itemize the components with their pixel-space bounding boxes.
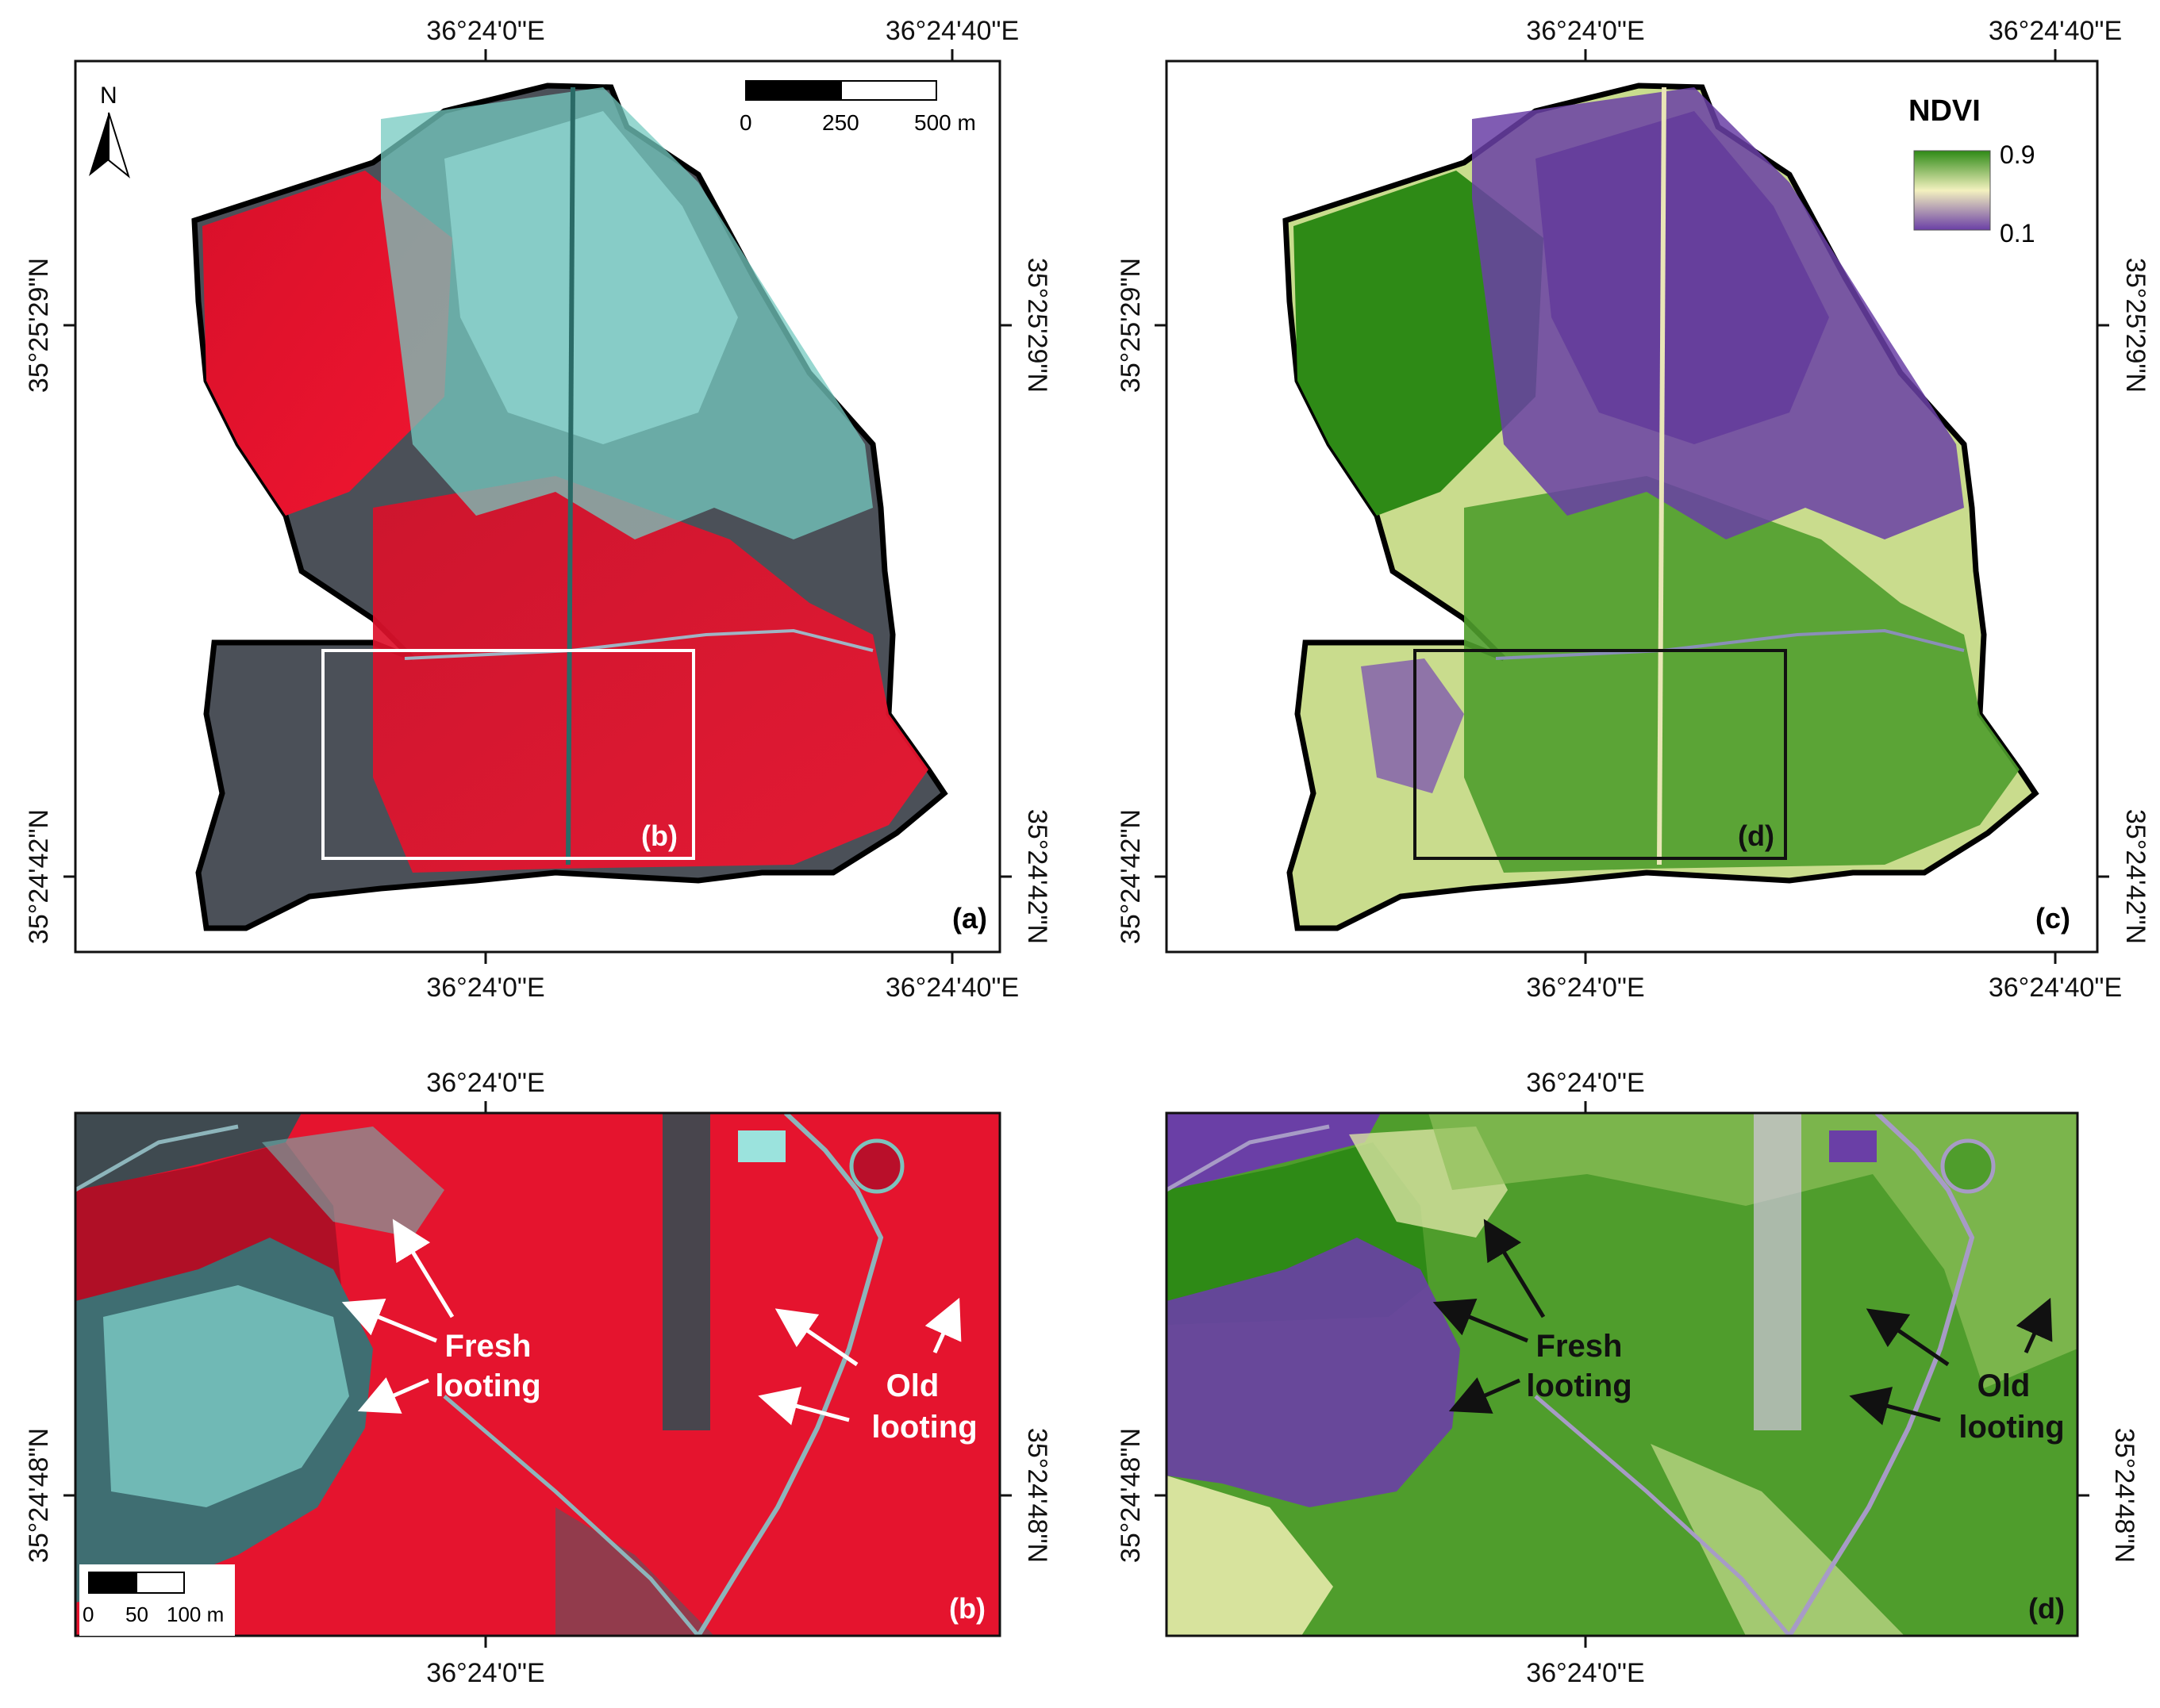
- north-label: N: [100, 83, 117, 109]
- d-right-tick-0: 35°24'48"N: [2109, 1428, 2139, 1563]
- old-label-d-line2: looting: [1958, 1410, 2064, 1445]
- b-right-tick-0: 35°24'48"N: [1022, 1428, 1052, 1563]
- red-fields-south: [373, 476, 928, 873]
- a-right-tick-0: 35°25'29"N: [1022, 258, 1052, 393]
- fresh-looting-annotation-b: Fresh looting: [341, 1219, 541, 1414]
- road-b: [696, 1113, 884, 1636]
- panel-b-frame: [74, 1111, 1001, 1637]
- tell-core-a: [444, 111, 738, 444]
- c-bottom-tick-1: 36°24'40"E: [1989, 973, 2122, 1003]
- road-a: [404, 628, 874, 660]
- inset-label-d: (d): [1738, 819, 1774, 852]
- b-left-tick-0: 35°24'48"N: [24, 1428, 54, 1563]
- panel-label-b: (b): [949, 1592, 986, 1625]
- fresh-looting-annotation-d: Fresh looting: [1432, 1219, 1632, 1414]
- fresh-label-d-line2: looting: [1526, 1368, 1632, 1403]
- panel-label-d: (d): [2028, 1592, 2065, 1625]
- inset-label-b: (b): [641, 819, 678, 852]
- fresh-label-b-line2: looting: [435, 1368, 540, 1403]
- a-top-tick-0: 36°24'0"E: [426, 16, 544, 46]
- north-arrow: N: [89, 83, 130, 178]
- scalebar-a: 0 250 500 m: [740, 80, 976, 135]
- purple-tell-core: [1535, 111, 1829, 444]
- c-right-tick-0: 35°25'29"N: [2120, 258, 2150, 393]
- old-label-b-line2: looting: [871, 1410, 977, 1445]
- panel-d: Fresh looting Old looting (d) 36°24'0"E …: [1116, 1068, 2139, 1688]
- c-top-tick-0: 36°24'0"E: [1526, 16, 1644, 46]
- c-left-tick-1: 35°24'42"N: [1116, 809, 1146, 944]
- panel-b: Fresh looting Old looting 0 50 100 m (b): [24, 1068, 1052, 1688]
- fresh-label-b-line1: Fresh: [445, 1329, 532, 1364]
- panel-d-frame: [1165, 1111, 2079, 1637]
- legend-title: NDVI: [1908, 94, 1981, 128]
- scalebar-a-tick-1: 250: [822, 110, 859, 135]
- green-fields-south: [1464, 476, 2020, 873]
- d-top-tick-0: 36°24'0"E: [1526, 1068, 1644, 1098]
- panel-label-c: (c): [2035, 902, 2070, 935]
- c-right-tick-1: 35°24'42"N: [2120, 809, 2150, 944]
- panel-c: (d) NDVI 0.9 0.1 (c) 36°24'0"E 36°24'40"…: [1116, 16, 2150, 1003]
- old-label-d-line1: Old: [1977, 1368, 2031, 1403]
- b-bottom-tick-0: 36°24'0"E: [426, 1658, 544, 1688]
- scalebar-a-tick-2: 500 m: [914, 110, 976, 135]
- inset-rect-d: [1413, 649, 1787, 860]
- scalebar-b-tick-2: 100 m: [167, 1602, 224, 1626]
- a-bottom-tick-0: 36°24'0"E: [426, 973, 544, 1003]
- a-left-tick-0: 35°25'29"N: [24, 258, 54, 393]
- central-line-a: [566, 86, 575, 866]
- panel-a: (b) N 0 250 500 m (a) 36°24'0"E 36°24'40…: [24, 16, 1052, 1003]
- road-d: [1787, 1113, 1975, 1636]
- c-left-tick-0: 35°25'29"N: [1116, 258, 1146, 393]
- scalebar-b-tick-1: 50: [125, 1602, 148, 1626]
- old-looting-annotation-b: Old looting: [758, 1297, 978, 1445]
- c-top-tick-1: 36°24'40"E: [1989, 16, 2122, 46]
- scalebar-b: 0 50 100 m: [79, 1564, 235, 1636]
- old-label-b-line1: Old: [886, 1368, 940, 1403]
- c-bottom-tick-0: 36°24'0"E: [1526, 973, 1644, 1003]
- legend-max: 0.9: [2000, 140, 2035, 169]
- d-left-tick-0: 35°24'48"N: [1116, 1428, 1146, 1563]
- a-bottom-tick-1: 36°24'40"E: [886, 973, 1019, 1003]
- scalebar-b-tick-0: 0: [83, 1602, 94, 1626]
- fresh-label-d-line1: Fresh: [1536, 1329, 1623, 1364]
- b-top-tick-0: 36°24'0"E: [426, 1068, 544, 1098]
- a-top-tick-1: 36°24'40"E: [886, 16, 1019, 46]
- a-left-tick-1: 35°24'42"N: [24, 809, 54, 944]
- inset-rect-b: [321, 649, 695, 860]
- purple-fresh-looting-d: [1166, 1238, 1460, 1507]
- old-looting-annotation-d: Old looting: [1849, 1297, 2065, 1445]
- scalebar-a-tick-0: 0: [740, 110, 752, 135]
- ndvi-legend: NDVI 0.9 0.1: [1908, 94, 2035, 248]
- a-right-tick-1: 35°24'42"N: [1022, 809, 1052, 944]
- d-bottom-tick-0: 36°24'0"E: [1526, 1658, 1644, 1688]
- legend-colorbar: [1913, 150, 1991, 231]
- legend-min: 0.1: [2000, 219, 2035, 248]
- panel-label-a: (a): [952, 902, 987, 935]
